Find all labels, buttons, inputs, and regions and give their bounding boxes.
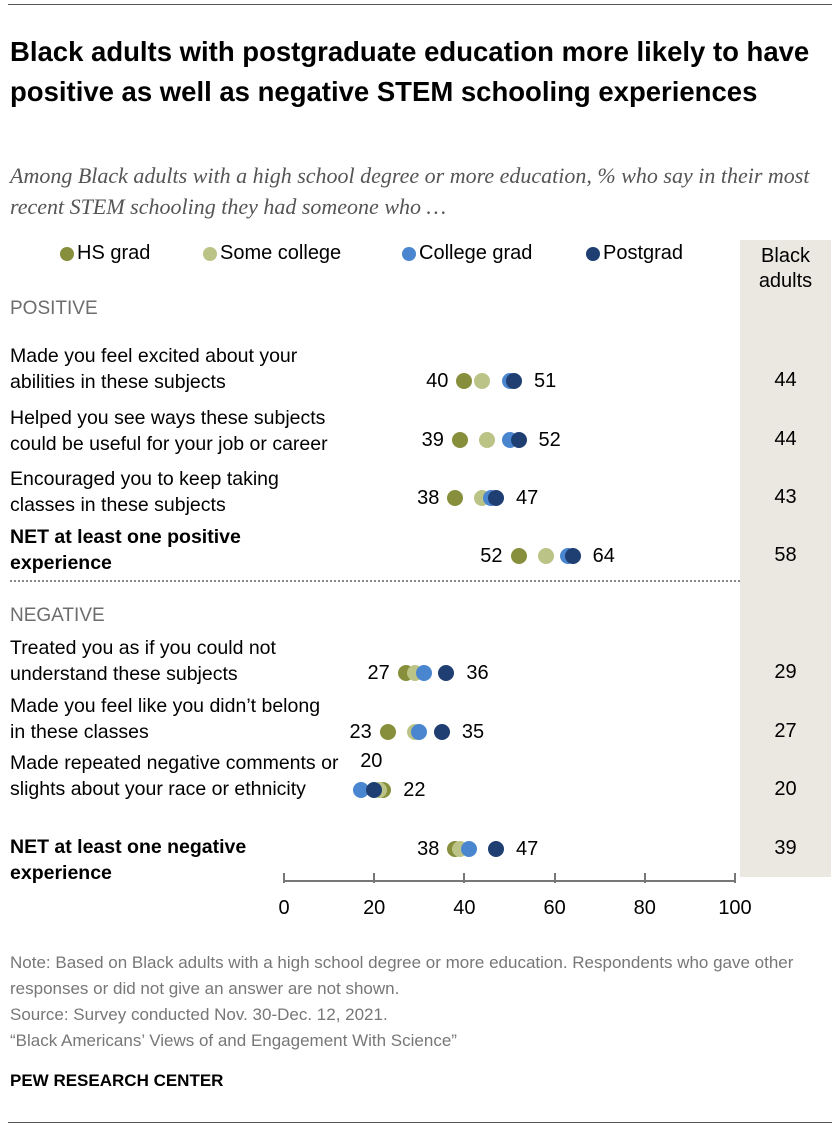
legend-item: Some college: [203, 242, 341, 265]
section-label: NEGATIVE: [10, 605, 105, 626]
legend-swatch: [402, 246, 416, 261]
x-axis: [284, 880, 735, 882]
dot-hs-grad: [456, 373, 473, 389]
value-label-postgrad: 51: [534, 370, 557, 392]
total-value: 58: [774, 544, 797, 566]
value-label-hs-grad: 39: [421, 429, 444, 451]
total-value: 29: [774, 661, 797, 683]
value-label-postgrad: 47: [515, 838, 539, 860]
dot-postgrad: [506, 373, 522, 389]
dot-postgrad: [487, 841, 504, 857]
row-label: Made you feel like you didn’t belong in …: [10, 695, 321, 743]
legend-label: Some college: [220, 242, 342, 264]
row-label: NET at least one positive experience: [10, 526, 241, 574]
x-tick-label: 80: [633, 897, 656, 919]
dot-hs-grad: [447, 490, 464, 506]
section-divider: [10, 580, 740, 582]
legend-item: College grad: [402, 242, 532, 265]
section-label: POSITIVE: [10, 298, 98, 319]
dot-postgrad: [433, 724, 450, 740]
row-label: NET at least one negative experience: [10, 836, 247, 884]
x-tick-label: 60: [543, 897, 566, 919]
value-label-hs-grad: 23: [349, 721, 372, 743]
total-value: 44: [774, 369, 797, 391]
legend-label: College grad: [419, 242, 533, 264]
chart-title: Black adults with postgraduate education…: [10, 36, 810, 107]
top-rule: [8, 4, 832, 5]
row-label: Helped you see ways these subjects could…: [10, 407, 328, 455]
row-label: Encouraged you to keep taking classes in…: [10, 468, 279, 516]
dot-postgrad: [564, 548, 581, 564]
total-value: 43: [774, 486, 797, 508]
dot-some-college: [478, 432, 495, 448]
legend-swatch: [586, 246, 600, 261]
legend-item: Postgrad: [586, 242, 683, 265]
legend-label: HS grad: [77, 242, 151, 264]
dot-hs-grad: [510, 548, 527, 564]
value-label-hs-grad: 27: [367, 662, 390, 684]
value-label-postgrad: 35: [461, 721, 485, 743]
row-label: Made repeated negative comments or sligh…: [10, 752, 339, 800]
chart-subtitle: Among Black adults with a high school de…: [10, 163, 810, 219]
note-text: Note: Based on Black adults with a high …: [10, 953, 794, 998]
legend-swatch: [60, 246, 74, 261]
value-label-hs-grad: 38: [417, 487, 440, 509]
dot-college-grad: [415, 665, 432, 681]
row-label: Made you feel excited about your abiliti…: [10, 345, 298, 393]
total-column-header: Black adults: [758, 245, 813, 292]
x-tick-label: 100: [718, 897, 752, 919]
total-column-background: [740, 240, 831, 877]
value-label-hs-grad: 40: [426, 370, 449, 392]
value-label-postgrad: 64: [592, 545, 615, 567]
x-tick-label: 40: [453, 897, 476, 919]
value-label-hs-grad: 22: [403, 779, 426, 801]
value-label-postgrad: 52: [538, 429, 561, 451]
value-label-postgrad: 20: [360, 750, 383, 772]
value-label-hs-grad: 38: [417, 838, 440, 860]
legend-swatch: [203, 246, 217, 261]
x-tick: [463, 873, 466, 883]
report-title: “Black Americans’ Views of and Engagemen…: [10, 1031, 457, 1050]
dot-some-college: [537, 548, 554, 564]
dot-college-grad: [411, 724, 428, 740]
source-text: Source: Survey conducted Nov. 30-Dec. 12…: [10, 1005, 388, 1024]
legend-item: HS grad: [60, 242, 150, 265]
notes: Note: Based on Black adults with a high …: [10, 950, 830, 1054]
value-label-postgrad: 47: [515, 487, 539, 509]
row-label: Treated you as if you could not understa…: [10, 637, 276, 685]
dot-postgrad: [366, 782, 383, 798]
bottom-rule: [8, 1122, 832, 1123]
total-value: 27: [774, 720, 797, 742]
dot-college-grad: [352, 782, 369, 798]
x-tick: [373, 873, 376, 883]
dot-hs-grad: [379, 724, 396, 740]
x-tick-label: 20: [363, 897, 386, 919]
total-value: 20: [774, 778, 797, 800]
dot-college-grad: [460, 841, 477, 857]
value-label-hs-grad: 52: [480, 545, 503, 567]
brand-logo: PEW RESEARCH CENTER: [10, 1071, 224, 1090]
value-label-postgrad: 36: [466, 662, 489, 684]
legend-label: Postgrad: [603, 242, 684, 264]
x-tick: [643, 873, 646, 883]
x-tick-label: 0: [278, 897, 290, 919]
dot-postgrad: [510, 432, 527, 448]
x-tick: [553, 873, 556, 883]
dot-postgrad: [487, 490, 504, 506]
total-value: 44: [774, 428, 797, 450]
dot-some-college: [474, 373, 491, 389]
x-tick: [734, 873, 736, 883]
x-tick: [283, 873, 285, 883]
dot-postgrad: [438, 665, 455, 681]
dot-hs-grad: [451, 432, 468, 448]
total-value: 39: [774, 837, 797, 859]
